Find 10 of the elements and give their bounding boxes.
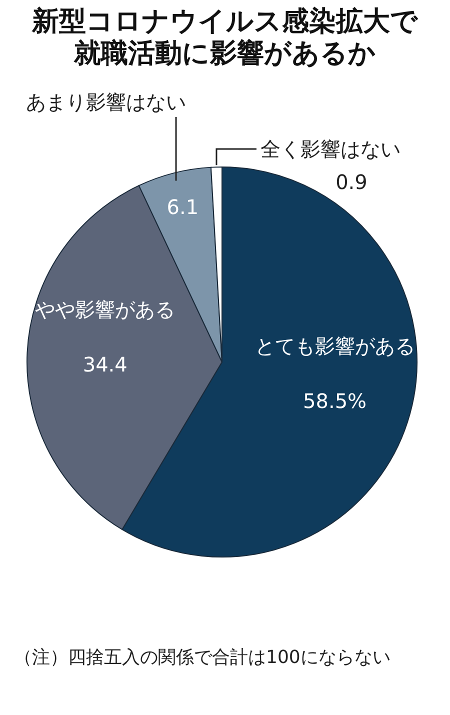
chart-title: 新型コロナウイルス感染拡大で就職活動に影響があるか (30, 6, 419, 70)
text: （注）四捨五入の関係で合計は100にならない (14, 646, 392, 670)
slice-label: とても影響がある (254, 334, 415, 358)
data-label: 6.1 (166, 195, 199, 220)
data-label: 34.4 (82, 352, 128, 376)
slice-label: やや影響がある (35, 297, 176, 322)
data-label: 0.9 (336, 170, 368, 194)
slice-label: あまり影響はない (26, 90, 186, 114)
slice-label: 全く影響はない (260, 137, 400, 161)
data-label: 58.5% (303, 389, 367, 414)
